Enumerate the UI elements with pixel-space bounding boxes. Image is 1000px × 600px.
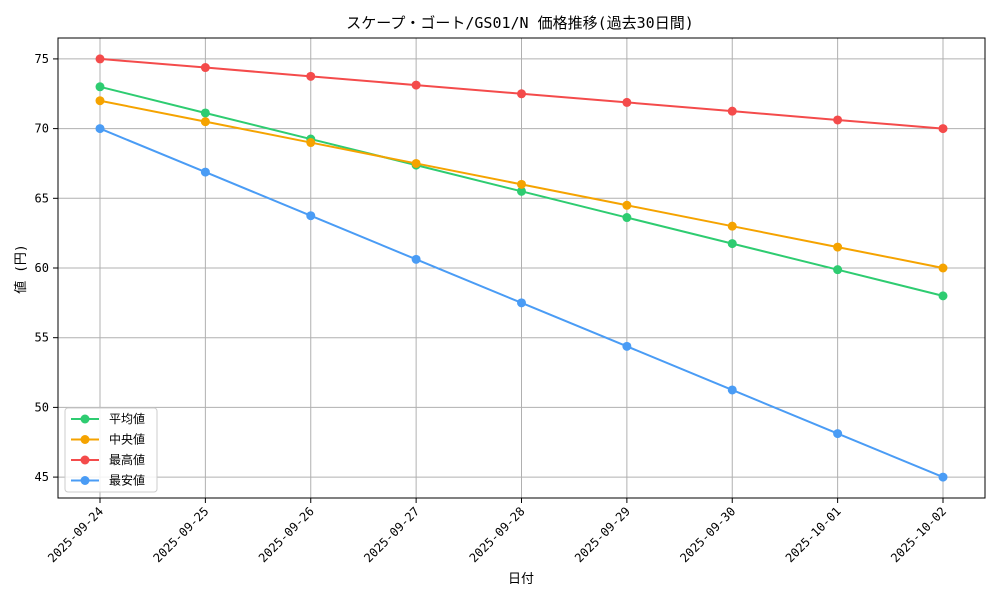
data-point <box>95 96 105 106</box>
y-axis: 45 50 55 60 65 70 75 <box>35 52 58 484</box>
legend-item: 最高値 <box>71 452 145 467</box>
data-point <box>622 200 632 210</box>
data-point <box>411 80 421 90</box>
data-point <box>517 179 526 189</box>
x-tick-label: 2025-09-26 <box>256 504 317 565</box>
data-point <box>306 138 316 148</box>
data-point <box>200 117 210 127</box>
legend-item: 最安値 <box>71 473 145 488</box>
y-tick-label: 65 <box>35 191 49 205</box>
data-point <box>306 211 316 221</box>
y-tick-label: 70 <box>35 122 49 136</box>
data-point <box>833 429 843 439</box>
data-point <box>833 115 843 125</box>
data-point <box>622 213 632 223</box>
data-point <box>938 263 948 273</box>
data-point <box>95 54 105 64</box>
data-point <box>95 82 105 92</box>
series-最安値 <box>95 124 948 482</box>
data-point <box>833 242 843 252</box>
legend-item: 平均値 <box>71 411 145 426</box>
grid <box>58 38 985 498</box>
y-tick-label: 45 <box>35 470 49 484</box>
data-point <box>517 186 526 196</box>
data-point <box>727 221 737 231</box>
data-point <box>95 124 105 134</box>
legend-box <box>64 407 158 493</box>
x-tick-label: 2025-09-30 <box>677 504 738 565</box>
x-tick-label: 2025-09-25 <box>151 504 212 565</box>
x-tick-label: 2025-10-01 <box>783 504 844 565</box>
x-axis: 2025-09-24 2025-09-25 2025-09-26 2025-09-27… <box>45 498 949 565</box>
data-point <box>833 265 843 275</box>
legend-swatch-marker <box>80 455 90 465</box>
legend-item: 中央値 <box>71 432 145 447</box>
series-layer <box>95 54 948 482</box>
data-point <box>938 291 948 301</box>
data-point <box>517 89 526 99</box>
legend-label: 平均値 <box>109 411 145 426</box>
legend-swatch-marker <box>80 476 90 485</box>
x-tick-label: 2025-09-27 <box>361 504 422 565</box>
chart-title: スケープ・ゴート/GS01/N 価格推移(過去30日間) <box>346 14 693 32</box>
data-point <box>938 124 948 134</box>
data-point <box>727 385 737 395</box>
legend-label: 中央値 <box>109 432 145 447</box>
data-point <box>411 254 421 264</box>
x-tick-label: 2025-10-02 <box>888 504 949 565</box>
x-axis-label: 日付 <box>508 572 534 587</box>
y-tick-label: 50 <box>35 400 49 414</box>
data-point <box>938 472 948 482</box>
y-tick-label: 55 <box>35 331 49 345</box>
data-point <box>727 106 737 116</box>
x-tick-label: 2025-09-28 <box>467 504 528 565</box>
data-point <box>622 341 632 351</box>
data-point <box>200 167 210 177</box>
legend-label: 最安値 <box>109 473 145 488</box>
legend-swatch-marker <box>80 435 90 444</box>
y-axis-label: 値 (円) <box>13 244 29 293</box>
y-tick-label: 60 <box>35 261 49 275</box>
data-point <box>517 298 526 308</box>
y-tick-label: 75 <box>35 52 49 66</box>
data-point <box>200 63 210 73</box>
legend-swatch-marker <box>80 414 90 424</box>
x-tick-label: 2025-09-24 <box>45 504 106 565</box>
data-point <box>200 108 210 118</box>
series-最高値 <box>95 54 948 134</box>
data-point <box>411 158 421 168</box>
data-point <box>727 239 737 249</box>
data-point <box>622 97 632 107</box>
legend-label: 最高値 <box>109 452 145 467</box>
series-中央値 <box>95 96 948 273</box>
x-tick-label: 2025-09-29 <box>572 504 633 565</box>
data-point <box>306 71 316 81</box>
